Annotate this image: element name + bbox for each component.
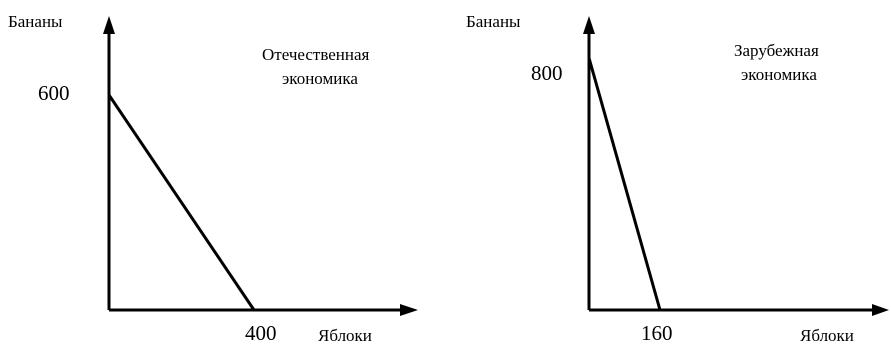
home-y-axis-arrow-icon [103,16,115,34]
home-y-axis-label: Бананы [8,12,63,31]
foreign-economy-title-line-2: экономика [741,65,817,84]
foreign-economy-panel: Бананы 800 160 Яблоки Зарубежная экономи… [466,12,889,345]
home-x-tick-label: 400 [245,321,277,345]
foreign-y-axis-arrow-icon [583,16,595,34]
home-x-axis-label: Яблоки [318,326,372,345]
home-economy-title-line-2: экономика [282,69,358,88]
home-ppf-line [107,94,256,311]
foreign-x-axis-label: Яблоки [800,326,854,345]
foreign-y-axis-label: Бананы [466,12,521,31]
home-economy-title-line-1: Отечественная [262,45,370,64]
home-economy-panel: Бананы 600 400 Яблоки Отечественная экон… [8,12,418,345]
foreign-x-tick-label: 160 [641,321,673,345]
foreign-economy-title-line-1: Зарубежная [734,41,819,60]
foreign-ppf-line [587,57,662,311]
home-x-axis-arrow-icon [400,304,418,316]
foreign-x-axis-arrow-icon [872,304,889,316]
foreign-y-tick-label: 800 [531,61,563,85]
home-y-tick-label: 600 [38,81,70,105]
